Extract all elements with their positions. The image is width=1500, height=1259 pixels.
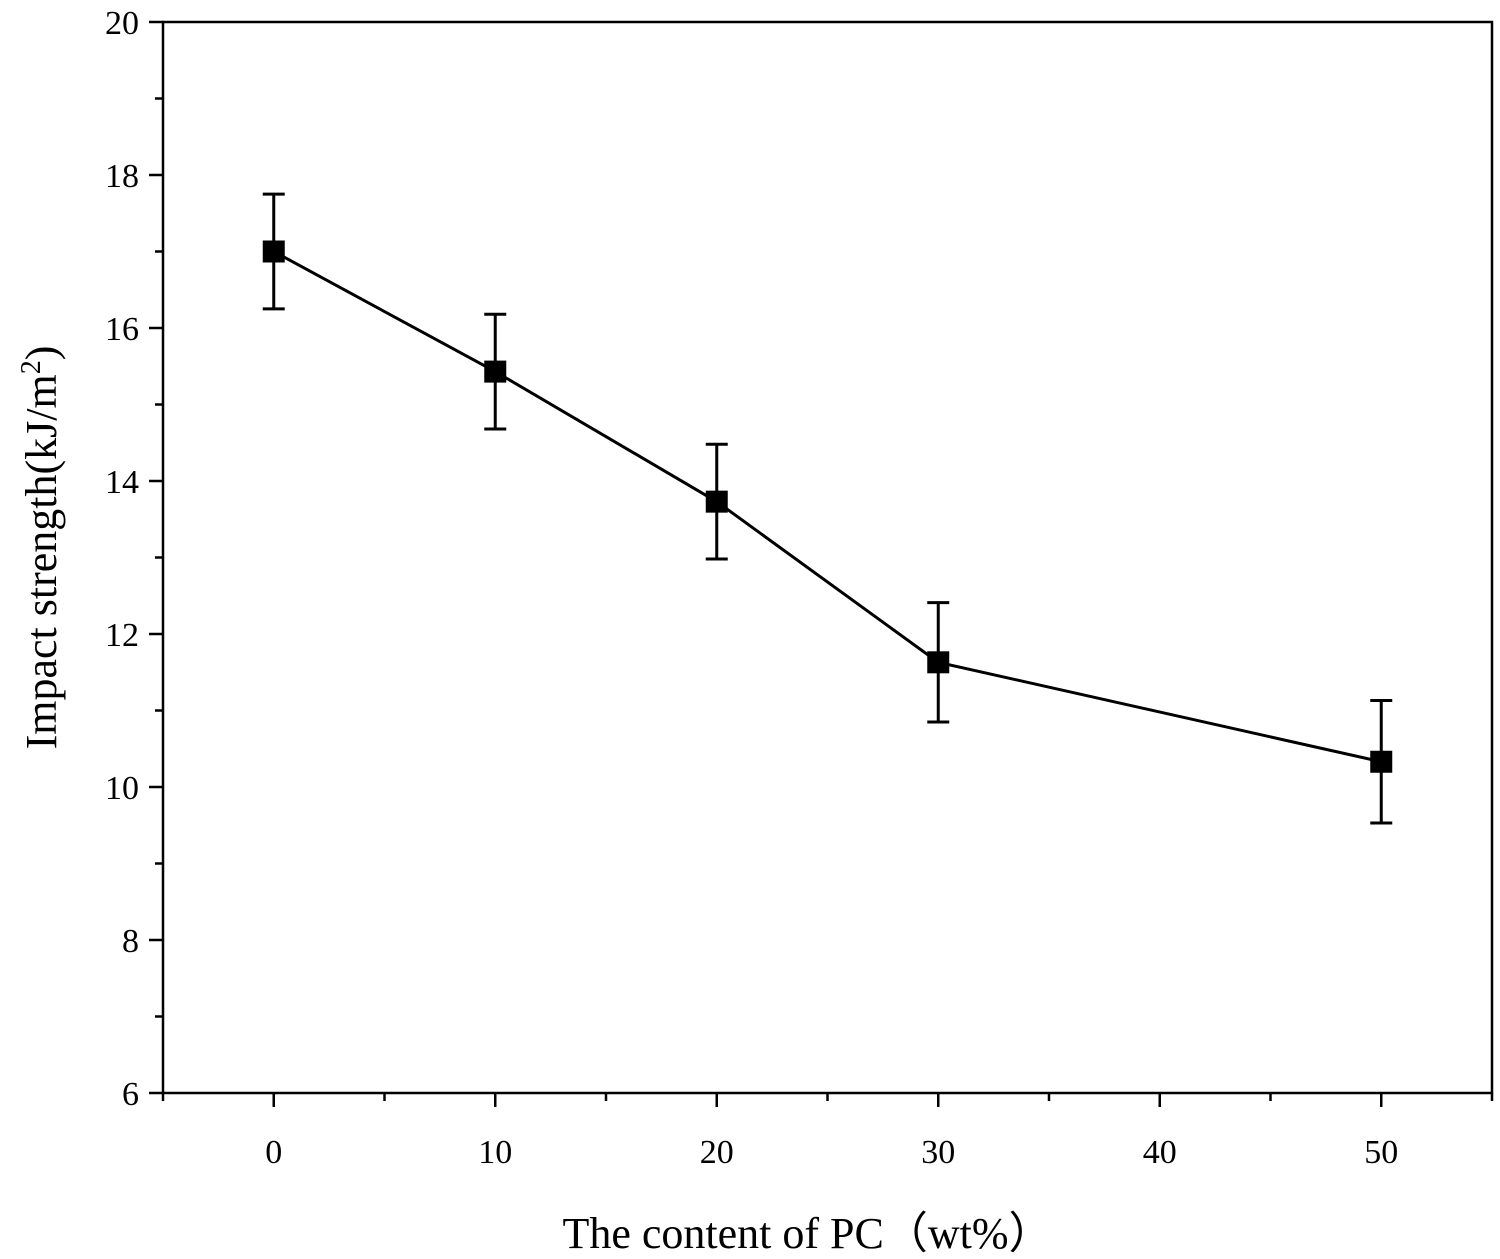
y-tick-label: 8 xyxy=(122,923,139,960)
x-axis-title: The content of PC（wt%） xyxy=(562,1209,1052,1258)
y-tick-label: 20 xyxy=(105,5,139,42)
x-tick-label: 10 xyxy=(478,1134,512,1171)
data-point-marker xyxy=(484,360,507,383)
y-tick-label: 12 xyxy=(105,617,139,654)
x-tick-label: 30 xyxy=(921,1134,955,1171)
x-tick-label: 20 xyxy=(700,1134,734,1171)
data-point-marker xyxy=(927,651,950,674)
plot-border xyxy=(161,20,1494,1095)
x-tick-label: 50 xyxy=(1364,1134,1398,1171)
x-axis: 0 10 20 30 40 50 xyxy=(161,1093,1494,1171)
y-tick-label: 10 xyxy=(105,770,139,807)
series-impact-strength xyxy=(262,192,1393,825)
y-axis-title-main: Impact strength(kJ/m xyxy=(17,374,66,749)
y-axis-title: Impact strength(kJ/m2) xyxy=(16,346,66,750)
data-point-marker xyxy=(705,490,728,513)
plot-frame xyxy=(161,20,1494,1095)
x-tick-label: 40 xyxy=(1143,1134,1177,1171)
y-axis-title-close: ) xyxy=(17,346,66,361)
data-point-marker xyxy=(1370,750,1393,773)
x-tick-label: 0 xyxy=(265,1134,282,1171)
y-tick-label: 18 xyxy=(105,158,139,195)
y-tick-label: 16 xyxy=(105,311,139,348)
y-axis: 6 8 10 12 14 16 18 20 xyxy=(105,5,163,1113)
series-line xyxy=(273,250,1382,764)
data-point-marker xyxy=(262,240,285,263)
y-axis-title-superscript: 2 xyxy=(16,360,47,374)
y-tick-label: 14 xyxy=(105,464,139,501)
y-tick-label: 6 xyxy=(122,1076,139,1113)
